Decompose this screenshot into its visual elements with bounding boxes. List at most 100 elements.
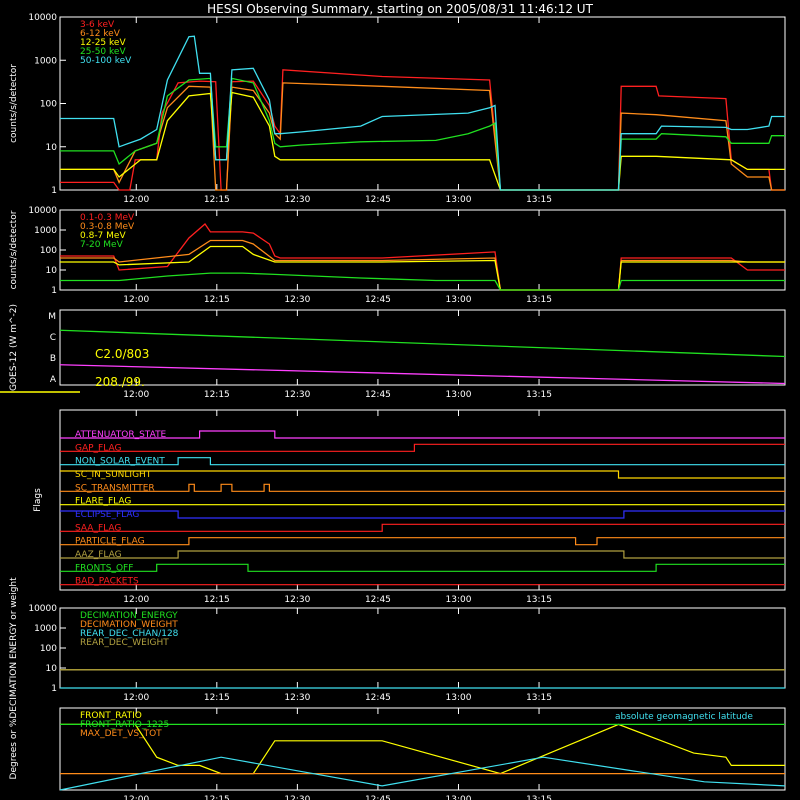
- x-tick-label: 12:00: [123, 693, 149, 703]
- flag-label: SAA_FLAG: [75, 523, 121, 533]
- x-tick-label: 12:30: [284, 693, 310, 703]
- x-tick-label: 13:15: [526, 595, 552, 605]
- y-tick-label: A: [50, 375, 57, 385]
- flag-line: [60, 457, 785, 466]
- x-tick-label: 12:30: [284, 595, 310, 605]
- y-tick-label: 1: [51, 186, 57, 196]
- legend-entry: MAX_DET_VS_TOT: [80, 729, 162, 739]
- flag-line: [60, 563, 785, 572]
- x-tick-label: 12:15: [204, 693, 230, 703]
- flag-label: SC_TRANSMITTER: [75, 483, 155, 493]
- panel-frame-1: [59, 209, 786, 291]
- legend-entry: 12-25 keV: [80, 38, 126, 48]
- series-line-50-100 keV: [60, 35, 785, 191]
- flag-line: [60, 483, 785, 492]
- y-tick-label: 10000: [28, 13, 57, 23]
- ratio-line: [59, 756, 786, 791]
- flag-label: FLARE_FLAG: [75, 497, 131, 507]
- flag-label: ECLIPSE_FLAG: [75, 510, 139, 520]
- series-line-6-12 keV: [60, 82, 785, 191]
- ratio-line: [60, 723, 785, 775]
- x-tick-label: 13:15: [526, 295, 552, 305]
- series-line-0.3-0.8 MeV: [60, 239, 785, 291]
- flag-line: [60, 430, 785, 439]
- flag-label: FRONTS_OFF: [75, 563, 133, 573]
- x-tick-label: 12:15: [204, 195, 230, 205]
- flag-line: [60, 510, 785, 519]
- legend-entry: FRONT_RATIO_1225: [80, 720, 169, 730]
- goes-line: [59, 364, 786, 385]
- flag-label: SC_IN_SUNLIGHT: [75, 470, 152, 480]
- x-tick-label: 13:15: [526, 693, 552, 703]
- x-tick-label: 13:00: [446, 390, 472, 400]
- panel-frame-5: [59, 707, 786, 791]
- legend-entry: 50-100 keV: [80, 56, 132, 66]
- geomag-annotation: absolute geomagnetic latitude: [615, 712, 753, 722]
- x-tick-label: 13:00: [446, 295, 472, 305]
- legend-entry: DECIMATION_ENERGY: [80, 611, 178, 621]
- y-tick-label: 10: [46, 143, 58, 153]
- y-tick-label: B: [50, 354, 56, 364]
- legend-entry: 0.3-0.8 MeV: [80, 222, 135, 232]
- panel-frame-2: [59, 309, 786, 386]
- flag-line: [60, 550, 785, 559]
- flag-line: [60, 523, 785, 532]
- x-tick-label: 13:00: [446, 595, 472, 605]
- x-tick-label: 12:15: [204, 295, 230, 305]
- x-tick-label: 13:15: [526, 795, 552, 800]
- x-tick-label: 12:30: [284, 195, 310, 205]
- y-tick-label: 100: [40, 644, 57, 654]
- x-tick-label: 12:30: [284, 390, 310, 400]
- chart-title: HESSI Observing Summary, starting on 200…: [207, 2, 593, 16]
- x-tick-label: 12:15: [204, 795, 230, 800]
- x-tick-label: 13:15: [526, 195, 552, 205]
- series-line-12-25 keV: [60, 91, 785, 191]
- y-tick-label: 10000: [28, 604, 57, 614]
- x-tick-label: 12:45: [365, 693, 391, 703]
- flag-label: PARTICLE_FLAG: [75, 537, 145, 547]
- x-tick-label: 12:45: [365, 595, 391, 605]
- legend-entry: DECIMATION_WEIGHT: [80, 620, 178, 630]
- legend-entry: FRONT_RATIO: [80, 711, 142, 721]
- x-tick-label: 13:15: [526, 390, 552, 400]
- x-tick-label: 12:45: [365, 295, 391, 305]
- series-line-25-50 keV: [60, 77, 785, 191]
- x-tick-label: 12:30: [284, 295, 310, 305]
- y-tick-label: M: [48, 312, 56, 322]
- goes-annotation: C2.0/803: [95, 347, 149, 361]
- x-tick-label: 12:00: [123, 795, 149, 800]
- y-axis-label: GOES-12 (W m^-2): [9, 304, 19, 391]
- y-axis-label: Flags: [33, 488, 43, 512]
- x-tick-label: 12:30: [284, 795, 310, 800]
- y-tick-label: 10: [46, 266, 58, 276]
- x-tick-label: 12:15: [204, 595, 230, 605]
- legend-entry: 0.8-7 MeV: [80, 231, 126, 241]
- y-axis-label: Degrees or %: [9, 718, 19, 779]
- y-tick-label: C: [50, 333, 56, 343]
- x-tick-label: 13:00: [446, 795, 472, 800]
- y-axis-label: DECIMATION ENERGY or weight: [9, 577, 19, 719]
- panel-frame-0: [59, 16, 786, 191]
- x-tick-label: 12:45: [365, 795, 391, 800]
- x-tick-label: 12:15: [204, 390, 230, 400]
- y-tick-label: 1000: [34, 56, 57, 66]
- series-line-0.8-7 MeV: [60, 245, 785, 291]
- legend-entry: 6-12 keV: [80, 29, 121, 39]
- flag-label: GAP_FLAG: [75, 443, 121, 453]
- legend-entry: 25-50 keV: [80, 47, 126, 57]
- x-tick-label: 12:00: [123, 595, 149, 605]
- x-tick-label: 12:00: [123, 390, 149, 400]
- x-tick-label: 12:00: [123, 195, 149, 205]
- flag-label: BAD_PACKETS: [75, 577, 139, 587]
- y-tick-label: 1: [51, 286, 57, 296]
- y-tick-label: 100: [40, 246, 57, 256]
- goes-annotation: 208./99.: [95, 375, 145, 389]
- y-axis-label: counts/s/detector: [9, 64, 19, 143]
- flag-label: ATTENUATOR_STATE: [75, 430, 167, 440]
- x-tick-label: 12:45: [365, 390, 391, 400]
- legend-entry: 3-6 keV: [80, 20, 115, 30]
- flag-line: [60, 470, 785, 479]
- panel-frame-3: [59, 409, 786, 591]
